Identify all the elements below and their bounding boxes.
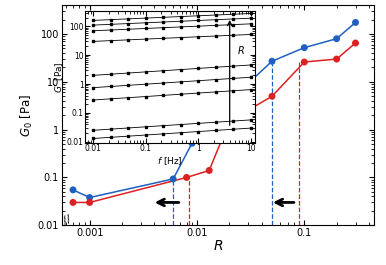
Point bbox=[70, 188, 76, 192]
Point bbox=[301, 46, 307, 50]
Point bbox=[334, 37, 340, 41]
Point bbox=[334, 57, 340, 61]
Point bbox=[86, 195, 93, 200]
Text: $R$: $R$ bbox=[237, 44, 245, 56]
Point bbox=[226, 99, 232, 103]
Point bbox=[86, 200, 93, 205]
Point bbox=[269, 94, 275, 98]
Y-axis label: $G_0$ [Pa]: $G_0$ [Pa] bbox=[19, 94, 35, 137]
Point bbox=[70, 200, 76, 205]
Point bbox=[183, 175, 190, 180]
Point bbox=[269, 59, 275, 63]
Point bbox=[170, 177, 176, 181]
Point bbox=[226, 119, 232, 123]
Y-axis label: $G'$ [Pa]: $G'$ [Pa] bbox=[54, 61, 65, 93]
Text: //: // bbox=[62, 214, 73, 226]
X-axis label: $f$ [Hz]: $f$ [Hz] bbox=[157, 155, 183, 167]
Point bbox=[301, 60, 307, 64]
Point bbox=[189, 141, 195, 145]
Point bbox=[352, 41, 359, 45]
Point bbox=[352, 20, 359, 25]
X-axis label: $R$: $R$ bbox=[213, 239, 223, 253]
Point bbox=[206, 168, 212, 173]
